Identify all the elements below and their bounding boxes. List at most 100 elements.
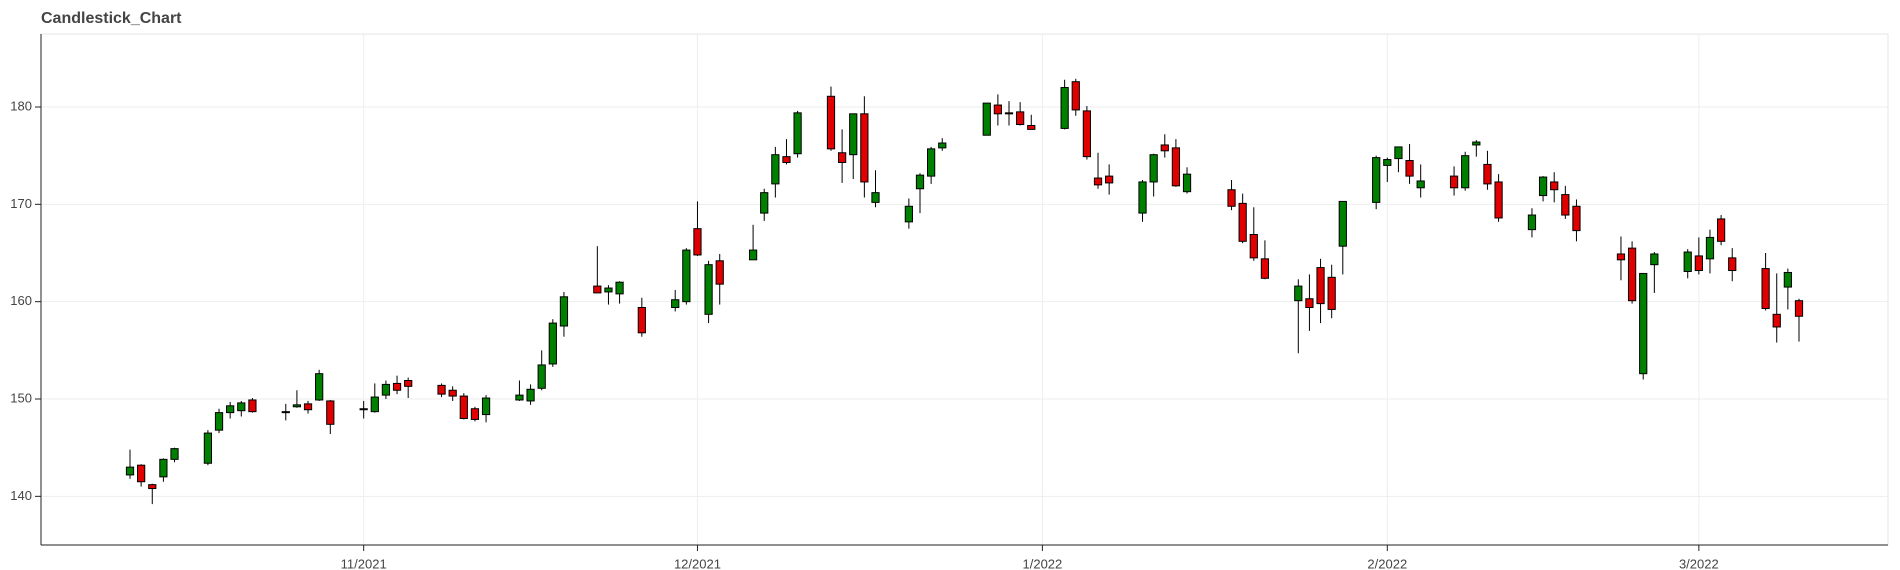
candle-body: [704, 264, 713, 315]
candle-body: [370, 396, 379, 413]
candle-body: [448, 389, 457, 397]
candle-body: [860, 113, 869, 183]
candle-body: [1683, 251, 1692, 272]
candle-body: [1294, 285, 1303, 302]
candle-body: [1405, 160, 1414, 177]
candle-body: [1449, 175, 1459, 189]
candle-body: [760, 192, 769, 214]
candle-body: [1027, 124, 1036, 130]
candle-body: [1772, 313, 1781, 328]
candle-body: [1238, 202, 1247, 242]
candle-body: [871, 192, 880, 203]
candle-body: [292, 404, 302, 408]
candle-body: [1561, 194, 1570, 216]
candle-body: [671, 299, 680, 309]
candle-body: [927, 148, 936, 177]
candle-body: [1316, 267, 1325, 305]
candle-body: [1249, 234, 1258, 259]
candle-body: [548, 322, 557, 365]
candle-body: [1227, 189, 1236, 207]
candle-body: [615, 281, 624, 295]
candle-body: [1616, 253, 1626, 261]
candle-body: [326, 400, 335, 425]
candle-body: [526, 388, 535, 402]
candle-body: [1716, 218, 1726, 242]
x-tick-label: 3/2022: [1679, 556, 1719, 570]
candle-body: [214, 412, 224, 431]
y-tick-label: 160: [10, 293, 32, 308]
x-tick-label: 12/2021: [674, 556, 721, 570]
candle-body: [693, 228, 702, 256]
candle-body: [315, 373, 324, 401]
candle-body: [1327, 276, 1336, 310]
candle-body: [1093, 177, 1103, 186]
candle-body: [459, 395, 468, 419]
candle-body: [125, 466, 135, 476]
candle-body: [1550, 181, 1559, 191]
candle-body: [470, 408, 480, 420]
candle-body: [170, 448, 179, 460]
candle-body: [1149, 154, 1158, 183]
candle-body: [1171, 147, 1181, 187]
candle-body: [303, 403, 313, 411]
candle-body: [593, 285, 602, 294]
candle-body: [938, 142, 947, 149]
candle-body: [1060, 87, 1069, 129]
candle-body: [392, 382, 402, 391]
y-tick-label: 170: [10, 196, 32, 211]
candle-body: [637, 307, 646, 334]
candle-body: [1305, 298, 1314, 309]
candle-body: [515, 394, 524, 401]
candle-body: [248, 399, 257, 413]
candle-body: [537, 364, 546, 389]
candle-body: [1416, 180, 1425, 189]
candle-body: [782, 156, 791, 163]
candle-body: [1705, 236, 1715, 260]
candle-body: [203, 432, 213, 464]
candle-body: [748, 249, 758, 261]
candle-body: [237, 402, 246, 412]
candle-body: [1016, 111, 1025, 126]
candle-body: [1538, 176, 1548, 197]
candle-body: [771, 154, 780, 185]
candle-body: [1794, 300, 1804, 317]
candle-body: [1694, 255, 1703, 272]
candle-body: [904, 205, 913, 223]
candle-body: [1761, 268, 1770, 309]
candle-body: [137, 464, 146, 483]
candle-body: [1082, 110, 1092, 158]
plot-area: [40, 33, 1889, 546]
candle-body: [1461, 155, 1470, 189]
candle-body: [1494, 181, 1503, 219]
candle-body: [993, 104, 1002, 115]
y-tick-label: 140: [10, 488, 32, 503]
candle-body: [682, 249, 691, 303]
candle-body: [404, 380, 413, 387]
candle-body: [359, 408, 368, 411]
x-tick-label: 1/2022: [1023, 556, 1063, 570]
candle-body: [1105, 175, 1114, 184]
candle-body: [715, 260, 724, 285]
candle-body: [849, 113, 858, 156]
candle-body: [159, 458, 168, 478]
candle-body: [1572, 205, 1581, 232]
candle-body: [1527, 214, 1537, 231]
candle-body: [437, 384, 446, 395]
candle-body: [1472, 141, 1481, 146]
y-tick-label: 150: [10, 390, 32, 405]
chart-title: Candlestick_Chart: [41, 10, 182, 27]
candle-body: [1728, 257, 1737, 272]
candle-body: [148, 484, 157, 490]
candle-body: [1372, 157, 1381, 203]
candle-body: [1639, 272, 1648, 375]
candle-body: [481, 397, 491, 416]
candle-body: [1650, 253, 1659, 266]
candle-body: [559, 296, 569, 327]
y-tick-label: 180: [10, 98, 32, 113]
x-tick-label: 11/2021: [341, 556, 387, 570]
candle-body: [826, 95, 836, 150]
candle-body: [226, 405, 235, 414]
candle-body: [1783, 271, 1792, 288]
